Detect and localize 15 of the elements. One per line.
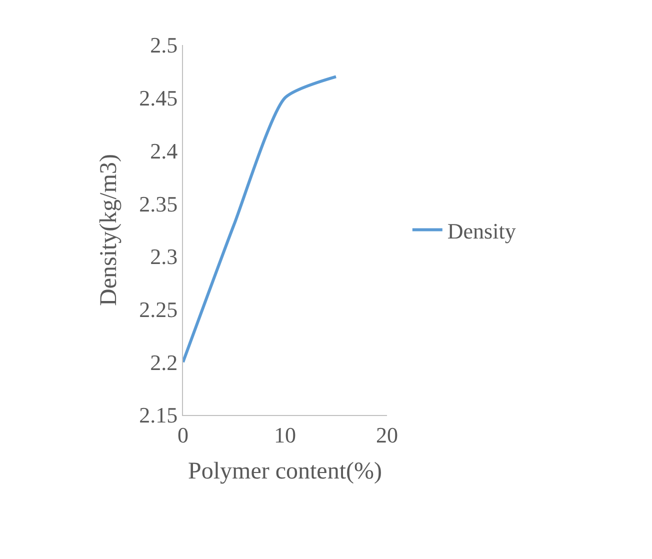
x-tick-label: 20 xyxy=(376,422,398,448)
y-tick-label: 2.35 xyxy=(139,191,178,216)
y-tick-label: 2.2 xyxy=(150,350,178,375)
y-tick-label: 2.15 xyxy=(139,402,178,428)
y-tick-label: 2.3 xyxy=(150,244,178,270)
y-tick-label: 2.25 xyxy=(139,296,178,322)
x-tick-label: 10 xyxy=(274,422,296,448)
y-axis-title: Density(kg/m3) xyxy=(96,154,122,306)
y-tick-label: 2.45 xyxy=(139,86,178,111)
y-tick-label: 2.4 xyxy=(150,138,178,164)
legend-label: Density xyxy=(447,218,516,244)
x-axis-title: Polymer content(%) xyxy=(188,458,382,485)
line-series xyxy=(183,75,338,364)
x-tick-label: 0 xyxy=(178,422,188,448)
y-tick-label: 2.5 xyxy=(150,32,178,58)
